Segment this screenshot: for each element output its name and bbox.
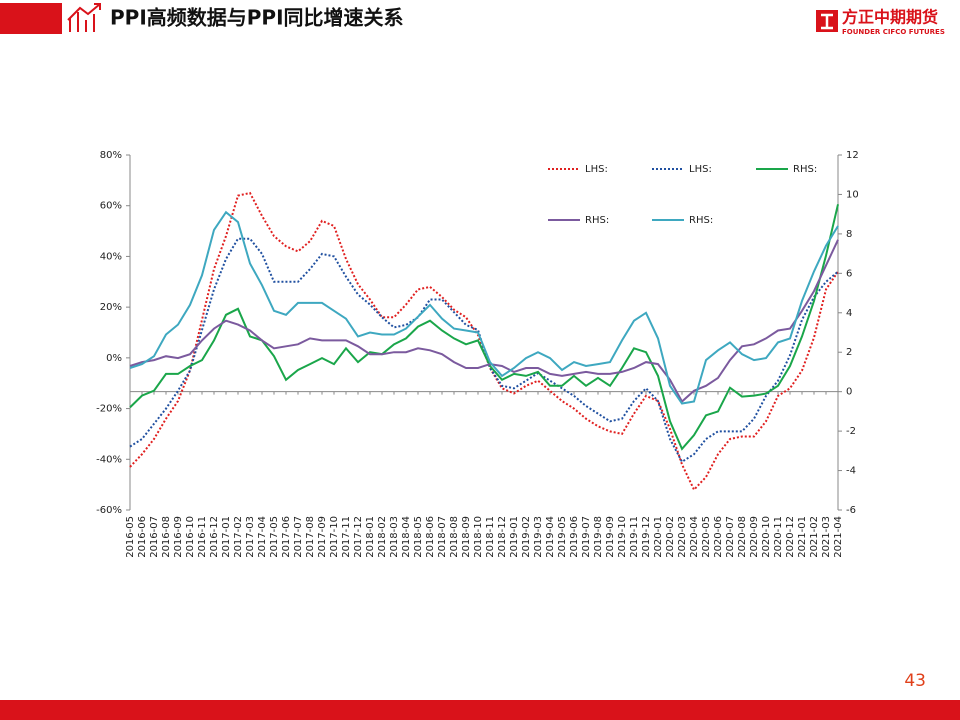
x-tick-label: 2019-12: [641, 516, 652, 558]
y-tick-label: -20%: [96, 404, 122, 415]
y-tick-label: 80%: [100, 150, 122, 161]
x-tick-label: 2019-01: [509, 516, 520, 558]
x-tick-label: 2019-02: [521, 516, 532, 558]
series-line: [129, 237, 839, 464]
y2-tick-label: 8: [846, 229, 852, 240]
x-tick-label: 2019-07: [581, 516, 592, 558]
x-tick-label: 2016-11: [197, 516, 208, 558]
y2-tick-label: -6: [846, 505, 856, 516]
x-tick-label: 2020-06: [713, 516, 724, 558]
x-tick-label: 2018-03: [389, 516, 400, 558]
logo-english: FOUNDER CIFCO FUTURES: [842, 28, 945, 36]
legend-label: LHS:: [585, 164, 608, 175]
x-tick-label: 2017-05: [269, 516, 280, 558]
legend-label: RHS:: [793, 164, 817, 175]
y-tick-label: 40%: [100, 251, 122, 262]
series-line: [129, 210, 839, 405]
y2-tick-label: 12: [846, 150, 859, 161]
x-tick-label: 2021-02: [809, 516, 820, 558]
chart: -60% -40% -20% 0% 20% 40% 60% 80% -6 -4 -2 0 2 4 6 8 10 1…: [96, 150, 859, 558]
x-tick-label: 2018-12: [497, 516, 508, 558]
x-tick-label: 2020-01: [653, 516, 664, 558]
x-tick-label: 2018-04: [401, 516, 412, 558]
legend-label: RHS:: [585, 215, 609, 226]
x-tick-label: 2018-08: [449, 516, 460, 558]
y-tick-label: -40%: [96, 454, 122, 465]
x-tick-label: 2017-03: [245, 516, 256, 558]
series-line: [129, 191, 839, 492]
logo-glyph: [821, 13, 833, 30]
x-tick-label: 2020-07: [725, 516, 736, 558]
x-tick-label: 2016-09: [173, 516, 184, 558]
x-tick-label: 2017-06: [281, 516, 292, 558]
x-tick-label: 2017-09: [317, 516, 328, 558]
x-tick-label: 2020-10: [761, 516, 772, 558]
x-tick-label: 2018-11: [485, 516, 496, 558]
y2-tick-label: -4: [846, 466, 856, 477]
x-tick-label: 2017-04: [257, 516, 268, 558]
footer-bar: [0, 700, 960, 720]
x-tick-label: 2017-02: [233, 516, 244, 558]
x-tick-label: 2016-06: [137, 516, 148, 558]
x-tick-label: 2016-10: [185, 516, 196, 558]
x-tick-label: 2018-07: [437, 516, 448, 558]
series-line: [129, 204, 839, 451]
x-tick-label: 2017-11: [341, 516, 352, 558]
x-tick-label: 2018-06: [425, 516, 436, 558]
y-tick-label: 0%: [106, 353, 122, 364]
x-tick-label: 2017-10: [329, 516, 340, 558]
y2-tick-label: 10: [846, 189, 859, 200]
x-tick-label: 2020-09: [749, 516, 760, 558]
header-bar: [0, 3, 62, 34]
x-tick-label: 2020-11: [773, 516, 784, 558]
x-tick-label: 2017-07: [293, 516, 304, 558]
logo-text: 方正中期期货: [842, 8, 938, 27]
title: PPI高频数据与PPI同比增速关系: [110, 6, 404, 30]
x-tick-label: 2018-01: [365, 516, 376, 558]
legend-label: RHS:: [689, 215, 713, 226]
x-tick-label: 2020-03: [677, 516, 688, 558]
x-tick-label: 2021-04: [833, 516, 844, 558]
x-tick-label: 2020-12: [785, 516, 796, 558]
x-tick-label: 2018-05: [413, 516, 424, 558]
x-tick-label: 2018-09: [461, 516, 472, 558]
y2-tick-label: 2: [846, 347, 852, 358]
y-tick-label: -60%: [96, 505, 122, 516]
x-tick-label: 2021-03: [821, 516, 832, 558]
y-tick-label: 20%: [100, 302, 122, 313]
legend-label: LHS:: [689, 164, 712, 175]
y2-tick-label: 0: [846, 387, 852, 398]
page-number: 43: [904, 671, 926, 691]
x-tick-label: 2019-06: [569, 516, 580, 558]
x-tick-label: 2016-08: [161, 516, 172, 558]
x-tick-label: 2017-08: [305, 516, 316, 558]
y2-tick-label: -2: [846, 426, 856, 437]
x-tick-label: 2019-05: [557, 516, 568, 558]
x-tick-label: 2020-08: [737, 516, 748, 558]
series-line: [129, 239, 839, 404]
x-tick-label: 2019-09: [605, 516, 616, 558]
x-tick-label: 2021-01: [797, 516, 808, 558]
x-tick-label: 2020-04: [689, 516, 700, 558]
y2-tick-label: 6: [846, 268, 852, 279]
x-tick-label: 2019-10: [617, 516, 628, 558]
x-tick-label: 2019-11: [629, 516, 640, 558]
x-tick-label: 2017-01: [221, 516, 232, 558]
x-tick-label: 2019-08: [593, 516, 604, 558]
x-tick-label: 2020-05: [701, 516, 712, 558]
x-tick-label: 2016-05: [125, 516, 136, 558]
x-tick-label: 2020-02: [665, 516, 676, 558]
x-tick-label: 2019-03: [533, 516, 544, 558]
x-tick-label: 2018-10: [473, 516, 484, 558]
x-tick-label: 2016-12: [209, 516, 220, 558]
x-tick-label: 2018-02: [377, 516, 388, 558]
x-tick-label: 2019-04: [545, 516, 556, 558]
y-tick-label: 60%: [100, 201, 122, 212]
y2-tick-label: 4: [846, 308, 852, 319]
x-tick-label: 2017-12: [353, 516, 364, 558]
x-tick-label: 2016-07: [149, 516, 160, 558]
header-icon: [67, 3, 101, 32]
